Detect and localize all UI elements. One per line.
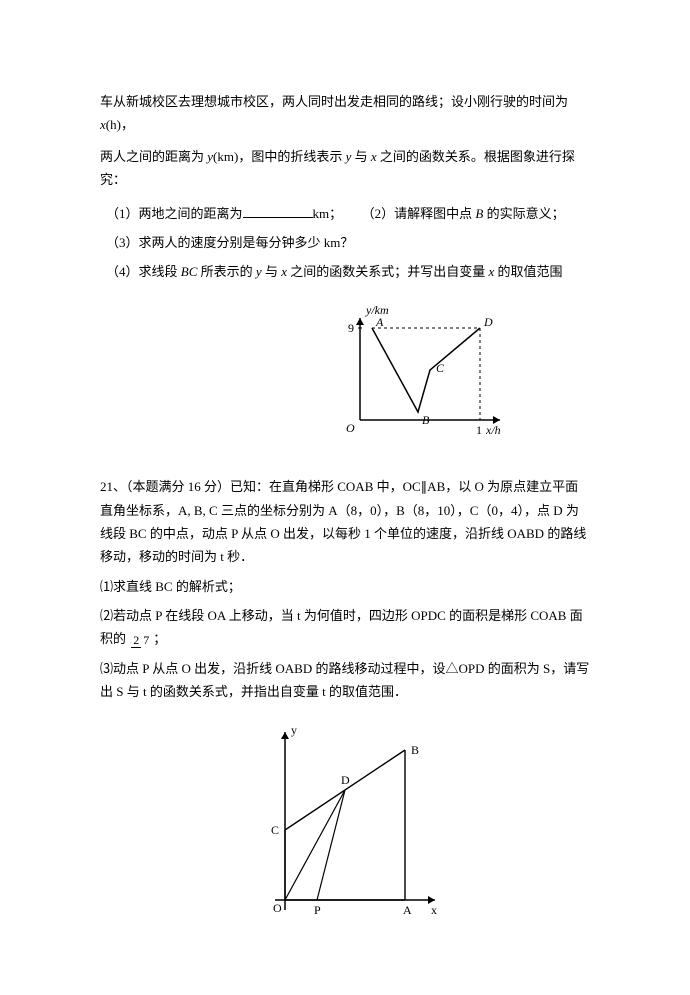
svg-text:x: x	[431, 903, 437, 917]
problem-21-sub1: ⑴求直线 BC 的解析式；	[100, 575, 590, 598]
chart-1-wrap: y/kmx/h91OABCD	[100, 300, 590, 457]
blank-fill[interactable]	[243, 204, 313, 218]
q2-text2: 的实际意义；	[483, 206, 564, 221]
svg-text:C: C	[436, 361, 445, 375]
text: 所表示的	[197, 264, 256, 279]
svg-text:y: y	[291, 723, 297, 737]
svg-text:O: O	[273, 901, 282, 915]
frac-num: 2	[131, 633, 141, 648]
problem-21-sub3: ⑶动点 P 从点 O 出发，沿折线 OABD 的路线移动过程中，设△OPD 的面…	[100, 657, 590, 704]
svg-text:9: 9	[348, 321, 354, 335]
frac-den: 7	[141, 633, 151, 647]
question-3: （3）求两人的速度分别是每分钟多少 km？	[100, 231, 590, 254]
seg-bc: BC	[181, 264, 198, 279]
text: 与	[351, 149, 371, 164]
var-y: y	[204, 149, 213, 164]
q2-text: （2）请解释图中点	[362, 206, 476, 221]
svg-text:P: P	[314, 903, 321, 917]
text: 车从新城校区去理想城市校区，两人同时出发走相同的路线；设小刚行驶的时间为	[100, 94, 568, 109]
question-1-2: （1）两地之间的距离为km； （2）请解释图中点 B 的实际意义；	[100, 202, 590, 225]
text: (h)，	[106, 117, 134, 132]
problem-21-sub2: ⑵若动点 P 在线段 OA 上移动，当 t 为何值时，四边形 OPDC 的面积是…	[100, 604, 590, 651]
svg-text:x/h: x/h	[485, 423, 501, 437]
svg-text:A: A	[375, 315, 384, 329]
svg-text:B: B	[411, 743, 419, 757]
text: ⑵若动点 P 在线段 OA 上移动，当 t 为何值时，四边形 OPDC 的面积是…	[100, 608, 583, 646]
svg-text:O: O	[346, 421, 355, 435]
text: （4）求线段	[106, 264, 181, 279]
svg-text:A: A	[403, 903, 412, 917]
chart-2-wrap: y x O A B C D P	[100, 720, 590, 937]
chart-1: y/kmx/h91OABCD	[330, 300, 510, 450]
intro-line2: 两人之间的距离为 y(km)，图中的折线表示 y 与 x 之间的函数关系。根据图…	[100, 145, 590, 192]
intro-line1: 车从新城校区去理想城市校区，两人同时出发走相同的路线；设小刚行驶的时间为 x(h…	[100, 90, 590, 137]
svg-text:D: D	[341, 773, 350, 787]
svg-text:B: B	[422, 413, 430, 427]
text: (km)，图中的折线表示	[213, 149, 346, 164]
problem-21-intro: 21、（本题满分 16 分）已知：在直角梯形 COAB 中，OC∥AB，以 O …	[100, 475, 590, 569]
q1-text: （1）两地之间的距离为	[106, 206, 243, 221]
question-4: （4）求线段 BC 所表示的 y 与 x 之间的函数关系式；并写出自变量 x 的…	[100, 260, 590, 283]
text: ；	[153, 631, 166, 646]
text: 与	[262, 264, 282, 279]
text: 两人之间的距离为	[100, 149, 204, 164]
text: 的取值范围	[494, 264, 562, 279]
svg-text:C: C	[271, 823, 279, 837]
q1-unit: km；	[313, 206, 343, 221]
svg-text:1: 1	[476, 423, 482, 437]
chart-2: y x O A B C D P	[245, 720, 445, 930]
text: 之间的函数关系式；并写出自变量	[287, 264, 489, 279]
fraction-2-7: 27	[131, 634, 151, 647]
document-page: 车从新城校区去理想城市校区，两人同时出发走相同的路线；设小刚行驶的时间为 x (h…	[0, 0, 690, 995]
svg-text:D: D	[483, 315, 493, 329]
